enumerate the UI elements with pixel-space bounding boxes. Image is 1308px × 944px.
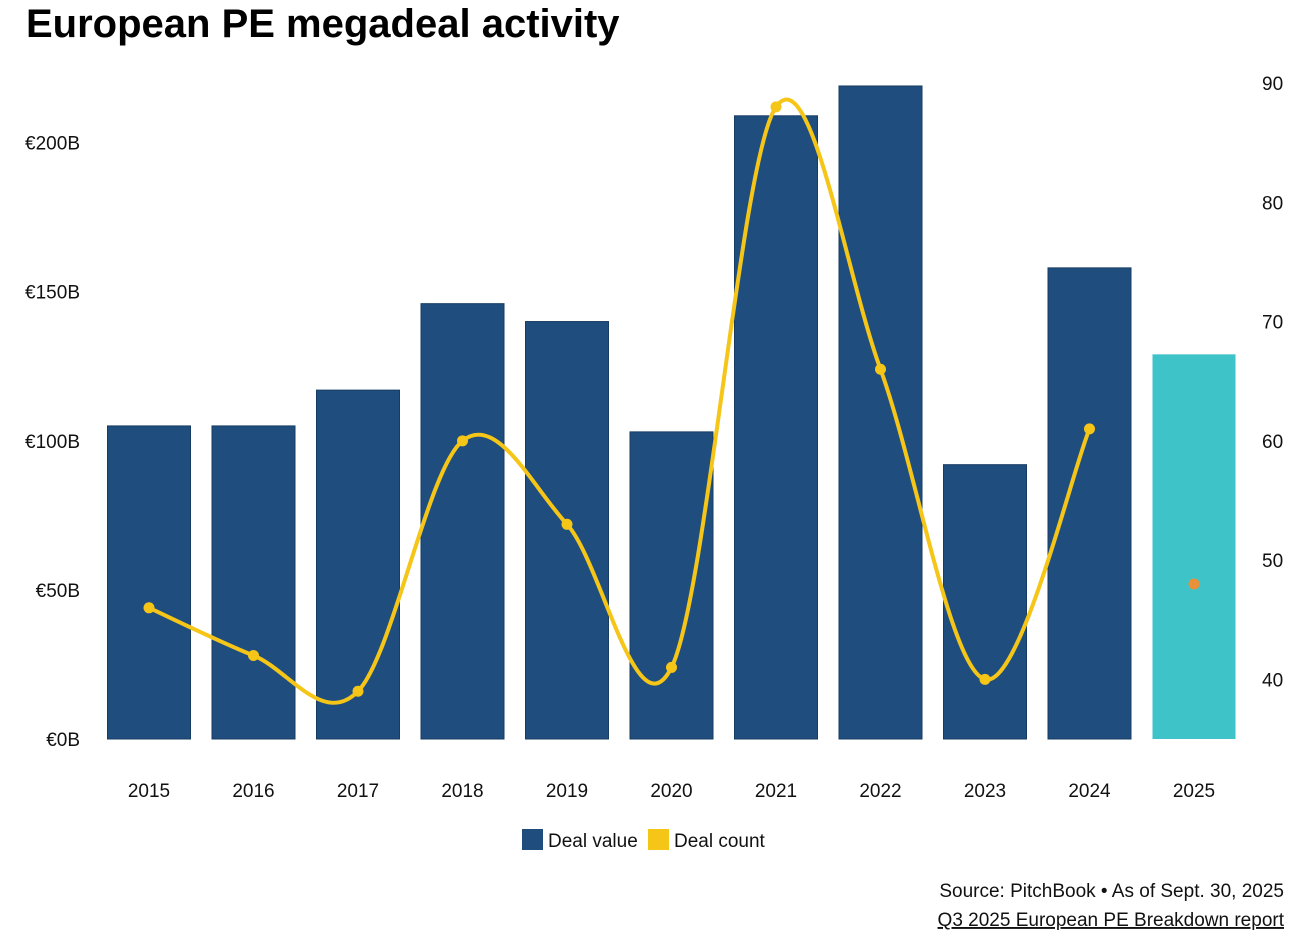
- legend-swatch-deal-count: [648, 829, 669, 850]
- deal-count-point-2024: [1084, 423, 1095, 435]
- report-link[interactable]: Q3 2025 European PE Breakdown report: [938, 910, 1285, 931]
- legend: Deal value Deal count: [522, 829, 766, 852]
- bar-2018: [420, 303, 505, 740]
- x-axis-tick: 2017: [337, 781, 379, 802]
- x-axis-tick: 2023: [964, 781, 1006, 802]
- deal-count-point-2016: [248, 650, 259, 662]
- right-axis-tick: 80: [1262, 193, 1283, 214]
- x-axis-tick: 2019: [546, 781, 588, 802]
- deal-count-point-2021: [770, 101, 782, 113]
- bar-2020: [629, 431, 714, 740]
- right-axis-tick: 70: [1262, 313, 1283, 334]
- bar-2024: [1047, 267, 1132, 740]
- x-axis-tick: 2024: [1068, 781, 1111, 802]
- x-axis-tick: 2018: [441, 781, 483, 802]
- right-axis-tick: 40: [1262, 670, 1283, 691]
- deal-count-point-2015: [143, 602, 155, 614]
- bar-2023: [943, 464, 1027, 740]
- x-axis-tick: 2021: [755, 781, 797, 802]
- legend-label-deal-value: Deal value: [548, 831, 638, 852]
- deal-count-point-2023: [979, 673, 991, 685]
- deal-count-point-2022: [875, 363, 886, 375]
- left-axis-tick: €150B: [25, 283, 80, 304]
- right-axis-tick: 60: [1262, 432, 1283, 453]
- x-axis-tick: 2025: [1173, 781, 1215, 802]
- bar-2019: [525, 321, 609, 740]
- legend-label-deal-count: Deal count: [674, 831, 766, 852]
- deal-count-point-2018: [457, 435, 468, 447]
- deal-count-point-2019: [561, 518, 573, 530]
- chart-title: European PE megadeal activity: [26, 2, 620, 46]
- bar-2022: [838, 85, 923, 740]
- legend-swatch-deal-value: [522, 829, 543, 850]
- deal-count-point-2017: [352, 685, 364, 697]
- x-axis-tick: 2015: [128, 781, 170, 802]
- bar-2015: [107, 425, 191, 740]
- x-axis-tick: 2022: [859, 781, 901, 802]
- bar-2016: [211, 425, 296, 740]
- bar-2017: [316, 389, 400, 740]
- deal-count-point-2025: [1188, 578, 1200, 590]
- left-axis-tick: €0B: [46, 730, 80, 751]
- source-note: Source: PitchBook • As of Sept. 30, 2025: [939, 881, 1284, 902]
- left-axis-tick: €200B: [25, 134, 80, 155]
- x-axis-tick: 2016: [232, 781, 274, 802]
- left-axis-tick: €100B: [25, 432, 80, 453]
- bar-2025: [1152, 354, 1236, 739]
- bar-2021: [734, 115, 818, 740]
- x-axis-tick: 2020: [650, 781, 692, 802]
- left-axis-tick: €50B: [36, 581, 80, 602]
- deal-count-point-2020: [666, 661, 677, 673]
- right-axis-tick: 90: [1262, 74, 1283, 95]
- right-axis-tick: 50: [1262, 551, 1283, 572]
